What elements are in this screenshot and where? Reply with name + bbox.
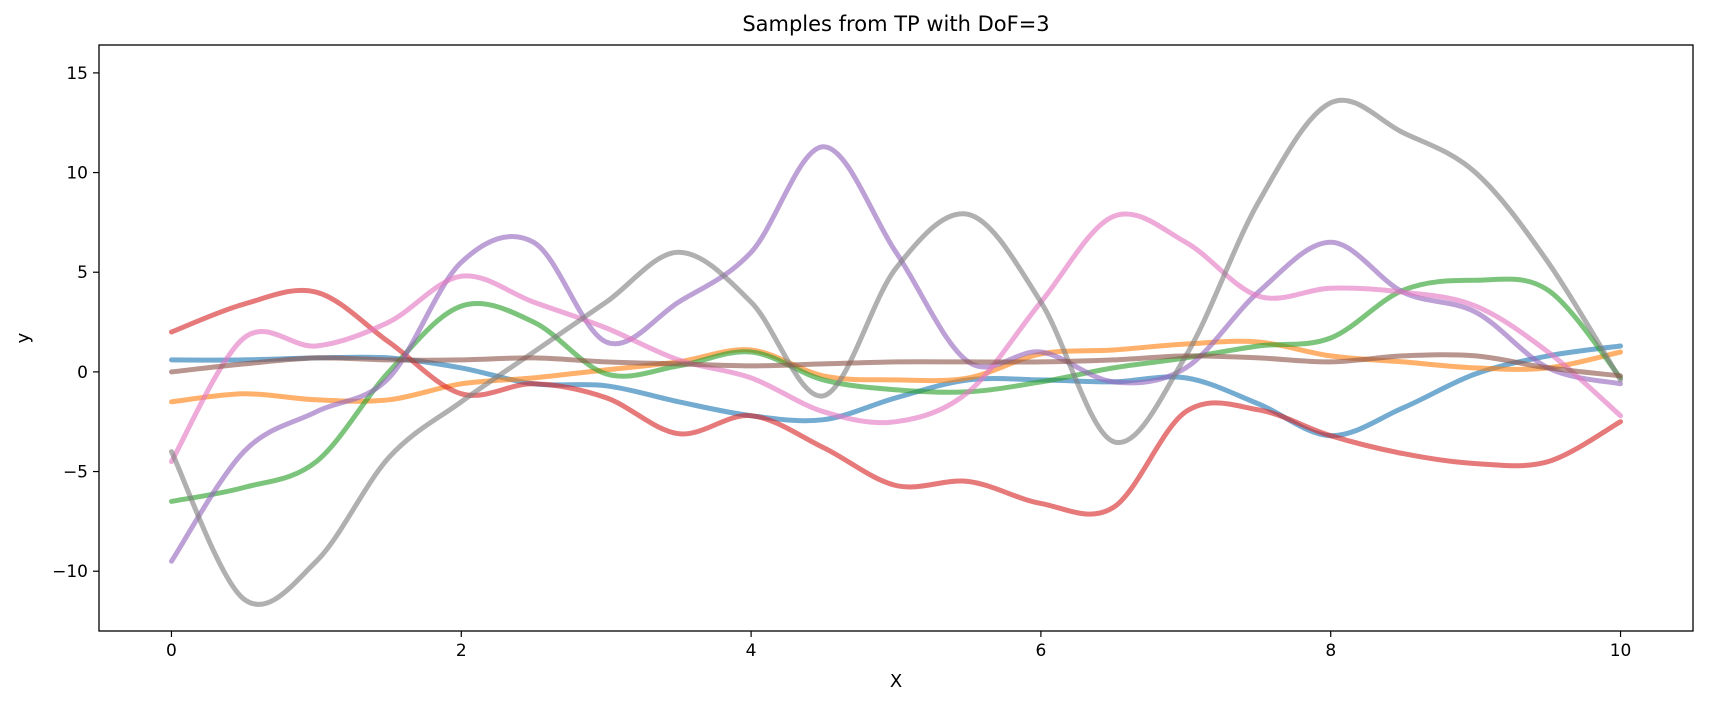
y-tick-label: 5 [77,263,88,283]
x-tick-label: 8 [1325,641,1336,661]
series-line-7 [169,97,1623,607]
plot-frame [98,44,1694,632]
y-tick-label: 0 [77,363,88,383]
x-tick-label: 0 [166,641,177,661]
x-tick-label: 4 [746,641,757,661]
y-tick-label: 15 [66,64,88,84]
x-axis-label: X [890,671,902,692]
y-axis-label: y [13,332,34,343]
x-tick-label: 6 [1035,641,1046,661]
chart-title: Samples from TP with DoF=3 [742,12,1049,36]
series-line-8 [169,352,1623,379]
series-line-5 [169,144,1623,564]
series-line-2 [169,338,1623,405]
ticks-layer: 0 2 4 6 8 10 −10 −5 0 5 10 15 [52,64,1631,661]
series-layer [169,97,1623,607]
series-line-3 [169,276,1623,504]
y-tick-label: 10 [66,164,88,184]
y-tick-label: −5 [63,463,88,483]
y-tick-label: −10 [52,562,88,582]
x-tick-label: 2 [456,641,467,661]
x-tick-label: 10 [1610,641,1632,661]
series-line-6 [169,211,1623,465]
